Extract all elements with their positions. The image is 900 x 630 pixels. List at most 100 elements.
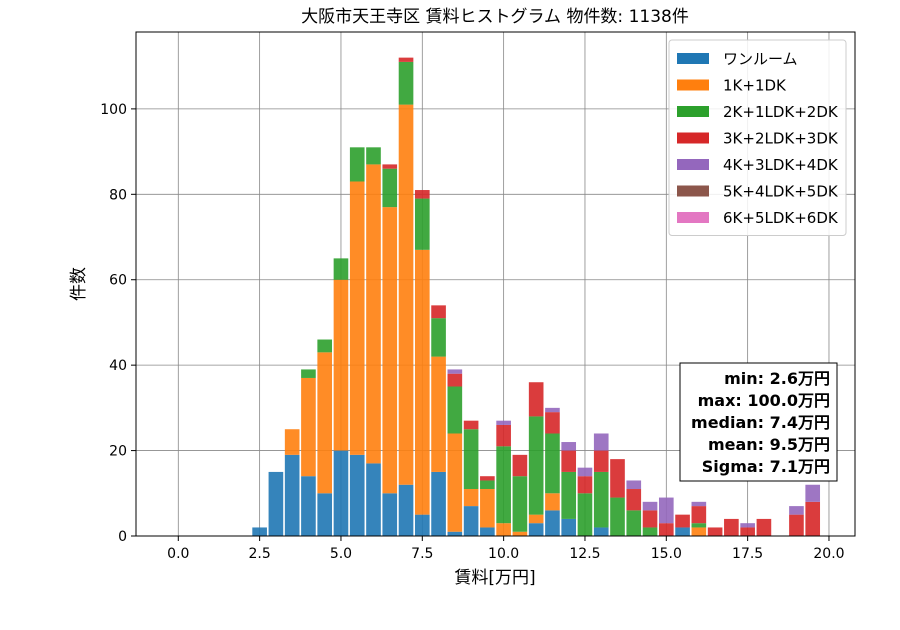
bar-segment <box>349 147 365 182</box>
bar-segment <box>301 369 316 378</box>
bar-segment <box>496 420 511 425</box>
x-axis-ticks: 0.0 2.5 5.0 7.5 10.0 12.5 15.0 17.5 20.0 <box>167 536 845 562</box>
bar-segment <box>610 497 625 536</box>
y-axis-ticks: 0 20 40 60 80 100 <box>100 102 136 545</box>
bar-segment <box>593 471 609 528</box>
plot-frame <box>135 31 856 537</box>
bar-segment <box>805 484 821 502</box>
x-tick-label: 5.0 <box>330 546 352 562</box>
bar-segment <box>284 454 300 536</box>
bar-segment <box>398 104 414 485</box>
stats-line: mean: 9.5万円 <box>708 435 830 454</box>
bar-segment <box>414 190 430 199</box>
legend-swatch <box>677 79 709 91</box>
bar-segment <box>284 429 300 455</box>
bar-segment <box>268 471 284 536</box>
legend-swatch <box>677 53 709 64</box>
x-tick-label: 20.0 <box>813 546 844 562</box>
bar-segment <box>691 506 707 524</box>
bar-segment <box>789 506 804 515</box>
bar-segment <box>431 471 446 536</box>
bar-segment <box>366 463 381 536</box>
bar-segment <box>317 339 333 353</box>
y-tick-label: 40 <box>109 358 127 374</box>
bar-segment <box>317 352 333 494</box>
bar-segment <box>366 164 381 464</box>
bar-segment <box>528 382 544 417</box>
bar-segment <box>333 279 349 451</box>
x-tick-label: 17.5 <box>732 546 763 562</box>
bar-segment <box>414 198 430 250</box>
legend-swatch <box>677 159 709 170</box>
bar-segment <box>805 501 821 536</box>
bar-segment <box>301 377 316 477</box>
bar-segment <box>480 476 495 481</box>
bar-segment <box>480 489 495 528</box>
x-axis-label: 賃料[万円] <box>454 568 535 588</box>
bar-segment <box>398 484 414 536</box>
bar-segment <box>447 386 463 434</box>
stats-line: median: 7.4万円 <box>691 413 830 432</box>
bar-segment <box>398 61 414 105</box>
bar-segment <box>577 476 593 494</box>
legend-entry-label: 3K+2LDK+3DK <box>723 130 839 148</box>
bar-segment <box>349 454 365 536</box>
bar-segment <box>691 523 707 528</box>
bar-segment <box>512 531 528 536</box>
bar-segment <box>593 433 609 451</box>
bar-segment <box>414 514 430 536</box>
x-tick-label: 2.5 <box>248 546 270 562</box>
bar-segment <box>528 523 544 536</box>
x-tick-label: 15.0 <box>651 546 682 562</box>
bar-segment <box>398 57 414 62</box>
bar-segment <box>431 318 446 357</box>
bar-segment <box>512 476 528 532</box>
legend-entry-label: 4K+3LDK+4DK <box>723 156 839 174</box>
bar-segment <box>626 489 642 511</box>
legend-entry-label: 2K+1LDK+2DK <box>723 103 839 121</box>
bar-segment <box>463 429 479 490</box>
legend-swatch <box>677 132 709 144</box>
bar-segment <box>496 424 511 447</box>
bar-segment <box>756 518 772 536</box>
y-tick-label: 100 <box>100 102 127 118</box>
y-tick-label: 80 <box>109 187 127 203</box>
bar-segment <box>431 356 446 472</box>
bar-segment <box>545 433 560 494</box>
bar-segment <box>545 510 560 536</box>
bar-segment <box>447 369 463 374</box>
bar-segment <box>496 446 511 524</box>
legend-swatch <box>677 106 709 117</box>
stats-line: min: 2.6万円 <box>724 369 830 388</box>
bar-segment <box>496 523 511 536</box>
bar-segment <box>528 416 544 515</box>
bar-segment <box>740 527 755 536</box>
bar-segment <box>675 514 690 528</box>
bar-segment <box>626 510 642 536</box>
bar-segment <box>658 497 674 524</box>
bar-segment <box>577 467 593 477</box>
bar-segment <box>642 527 658 536</box>
legend-swatch <box>677 185 709 197</box>
bar-segment <box>707 527 723 536</box>
legend-entry-label: 6K+5LDK+6DK <box>723 209 839 227</box>
x-tick-label: 7.5 <box>411 546 433 562</box>
bar-segment <box>561 442 577 451</box>
legend: ワンルーム 1K+1DK 2K+1LDK+2DK 3K+2LDK+3DK 4K+3LDK… <box>668 39 847 236</box>
legend-swatch <box>677 212 709 223</box>
bar-segment <box>691 527 707 536</box>
bar-segment <box>561 450 577 472</box>
bar-segment <box>463 489 479 507</box>
bar-segment <box>317 493 333 536</box>
bar-segment <box>642 501 658 511</box>
legend-entry-label: 1K+1DK <box>723 77 787 95</box>
bar-segment <box>480 527 495 536</box>
bar-segment <box>691 501 707 507</box>
bar-segment <box>512 454 528 477</box>
stats-box: min: 2.6万円 max: 100.0万円 median: 7.4万円 mean:… <box>679 362 838 482</box>
bar-segment <box>740 523 755 528</box>
bar-segment <box>561 471 577 519</box>
bar-segment <box>561 518 577 536</box>
bar-segment <box>463 420 479 430</box>
bar-segment <box>382 207 398 494</box>
